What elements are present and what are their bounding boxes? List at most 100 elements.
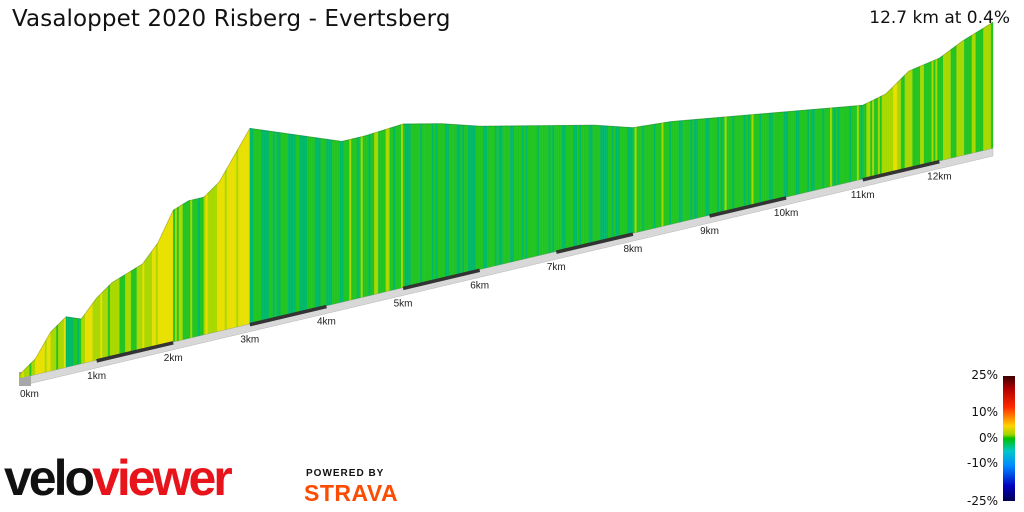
profile-segment xyxy=(841,106,844,184)
profile-segment xyxy=(347,139,350,301)
profile-segment xyxy=(483,125,486,269)
profile-segment xyxy=(418,123,421,285)
profile-segment xyxy=(473,125,477,271)
profile-segment xyxy=(429,123,432,282)
profile-segment xyxy=(558,125,561,251)
profile-segment xyxy=(299,135,302,313)
profile-segment xyxy=(795,110,798,195)
profile-segment xyxy=(523,125,526,260)
km-tick-label: 3km xyxy=(240,335,259,346)
profile-segment xyxy=(768,112,771,202)
profile-segment xyxy=(669,121,672,225)
profile-segment xyxy=(349,138,352,301)
profile-segment xyxy=(584,124,588,245)
profile-segment xyxy=(569,125,572,249)
profile-segment xyxy=(364,135,367,297)
profile-segment xyxy=(989,23,992,150)
profile-segment xyxy=(157,238,160,346)
profile-segment xyxy=(559,125,563,251)
profile-segment xyxy=(983,26,986,151)
profile-segment xyxy=(981,27,984,151)
profile-segment xyxy=(843,106,846,184)
profile-segment xyxy=(937,57,940,162)
profile-segment xyxy=(127,271,130,353)
profile-segment xyxy=(732,115,735,210)
profile-segment xyxy=(630,127,634,234)
profile-segment xyxy=(194,198,197,337)
profile-segment xyxy=(178,205,182,341)
profile-segment xyxy=(387,127,390,292)
profile-segment xyxy=(259,129,262,322)
profile-segment xyxy=(410,123,413,286)
profile-segment xyxy=(395,125,398,290)
profile-segment xyxy=(808,109,812,192)
profile-segment xyxy=(801,110,804,194)
profile-segment xyxy=(368,133,371,296)
profile-segment xyxy=(791,110,794,196)
profile-segment xyxy=(581,125,584,246)
profile-segment xyxy=(514,125,517,262)
profile-segment xyxy=(893,84,896,172)
profile-segment xyxy=(270,131,273,319)
km-band xyxy=(862,159,940,182)
profile-segment xyxy=(134,267,137,352)
profile-segment xyxy=(502,125,505,265)
profile-segment xyxy=(337,140,341,304)
profile-segment xyxy=(602,125,605,241)
profile-segment xyxy=(65,316,69,368)
profile-segment xyxy=(404,123,408,288)
profile-segment xyxy=(665,121,668,226)
profile-segment xyxy=(944,52,948,160)
profile-segment xyxy=(268,130,272,320)
logo-viewer: viewer xyxy=(92,450,233,506)
profile-segment xyxy=(651,124,655,229)
profile-segment xyxy=(567,125,570,249)
profile-segment xyxy=(211,187,214,333)
profile-segment xyxy=(362,135,365,298)
profile-segment xyxy=(228,161,231,329)
profile-segment xyxy=(458,124,461,275)
profile-segment xyxy=(84,310,88,363)
profile-segment xyxy=(527,125,530,259)
profile-segment xyxy=(912,68,915,168)
profile-segment xyxy=(757,113,760,204)
km-band xyxy=(555,232,634,254)
profile-segment xyxy=(586,124,590,245)
profile-segment xyxy=(257,129,260,323)
profile-segment xyxy=(245,131,249,325)
profile-segment xyxy=(686,119,689,221)
profile-segment xyxy=(881,94,884,175)
profile-segment xyxy=(862,104,865,179)
profile-segment xyxy=(356,137,360,299)
profile-segment xyxy=(117,277,120,356)
profile-segment xyxy=(322,138,325,307)
profile-segment xyxy=(962,39,965,156)
profile-segment xyxy=(851,105,854,182)
profile-segment xyxy=(814,108,817,191)
profile-segment xyxy=(594,124,597,243)
profile-segment xyxy=(494,125,498,266)
km-tick-label: 7km xyxy=(547,262,566,273)
profile-segment xyxy=(219,177,222,332)
profile-segment xyxy=(621,126,624,237)
profile-segment xyxy=(475,125,478,271)
profile-segment xyxy=(763,113,766,203)
profile-segment xyxy=(138,264,141,351)
profile-segment xyxy=(234,151,237,328)
profile-segment xyxy=(831,107,835,187)
profile-segment xyxy=(383,129,386,293)
profile-segment xyxy=(600,125,603,242)
profile-segment xyxy=(209,189,212,334)
km-tick-label: 0km xyxy=(20,389,39,400)
profile-segment xyxy=(921,64,925,165)
km-band xyxy=(96,341,174,363)
profile-segment xyxy=(366,134,369,297)
profile-segment xyxy=(125,272,128,354)
km-tick-label: 5km xyxy=(394,298,413,309)
profile-segment xyxy=(414,123,417,285)
profile-segment xyxy=(741,115,745,208)
profile-segment xyxy=(489,125,492,268)
profile-segment xyxy=(628,127,632,235)
profile-segment xyxy=(450,124,454,277)
profile-segment xyxy=(416,123,419,285)
